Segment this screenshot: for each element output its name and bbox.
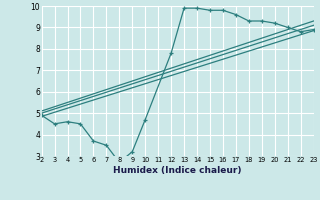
X-axis label: Humidex (Indice chaleur): Humidex (Indice chaleur) (113, 166, 242, 175)
